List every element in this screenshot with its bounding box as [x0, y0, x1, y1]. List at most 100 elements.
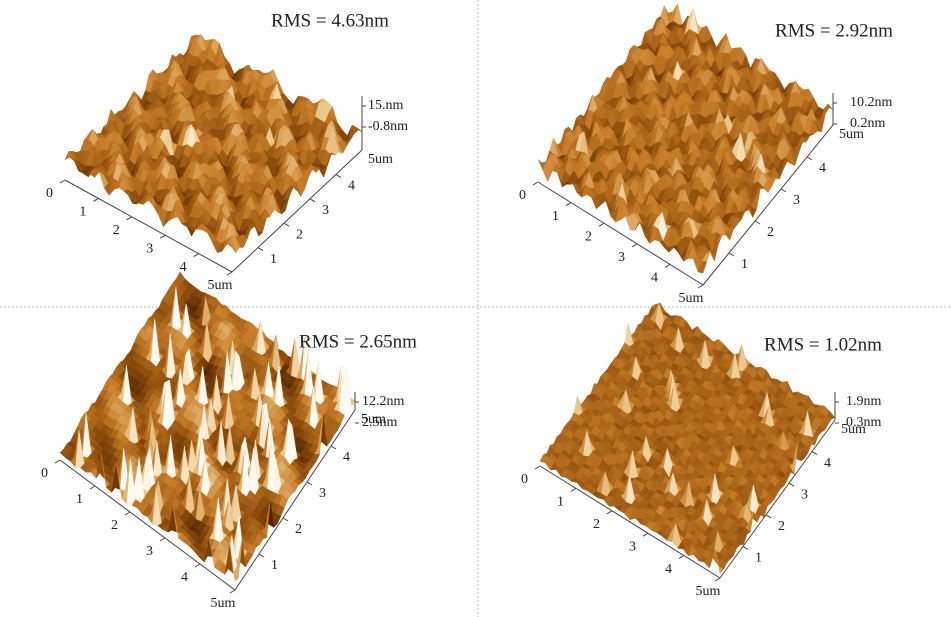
x-tick — [89, 485, 96, 490]
x-tick — [714, 577, 721, 582]
x-tick — [697, 284, 704, 289]
x-tick-label: 0 — [519, 188, 526, 203]
x-tick-label: 0 — [46, 186, 53, 201]
y-tick-label: 3 — [801, 487, 808, 502]
y-tick — [335, 173, 342, 178]
x-tick — [678, 555, 685, 560]
z-max-label: 12.2nm — [362, 394, 405, 409]
y-tick-label: 1 — [271, 558, 278, 573]
z-max-label: 1.9nm — [846, 394, 882, 409]
x-tick — [534, 465, 541, 470]
y-tick — [306, 481, 313, 486]
y-tick-label: 1 — [270, 252, 277, 267]
x-tick-label: 5um — [208, 278, 233, 293]
y-tick — [283, 222, 290, 227]
y-tick-label: 3 — [319, 486, 326, 501]
x-tick — [598, 222, 605, 227]
y-tick-label: 1 — [741, 257, 748, 272]
y-tick — [780, 188, 787, 193]
y-tick — [754, 220, 761, 225]
x-tick-label: 1 — [557, 495, 564, 510]
y-tick-label: 4 — [348, 179, 355, 194]
x-tick-label: 2 — [593, 517, 600, 532]
x-tick-label: 1 — [76, 492, 83, 507]
z-max-label: 15.nm — [368, 98, 404, 113]
x-tick-label: 0 — [521, 472, 528, 487]
y-tick-label: 4 — [343, 450, 350, 465]
x-tick-label: 3 — [618, 250, 625, 265]
x-tick-label: 5um — [211, 596, 236, 611]
y-tick — [728, 252, 735, 257]
x-tick-label: 3 — [146, 544, 153, 559]
x-tick — [59, 179, 66, 184]
y-tick — [282, 517, 289, 522]
z-base-label: 5um — [368, 152, 393, 167]
x-tick — [54, 459, 61, 464]
x-tick-label: 4 — [181, 570, 188, 585]
y-tick — [257, 247, 264, 252]
x-tick-label: 3 — [146, 241, 153, 256]
y-tick-label: 3 — [793, 193, 800, 208]
x-tick-label: 5um — [696, 584, 721, 599]
x-tick — [159, 234, 166, 239]
y-tick — [806, 156, 813, 161]
x-tick-label: 2 — [113, 223, 120, 238]
x-tick-label: 2 — [111, 518, 118, 533]
y-tick — [742, 545, 749, 550]
x-tick-label: 1 — [79, 205, 86, 220]
y-tick — [811, 451, 818, 456]
z-base-label: 5um — [841, 422, 866, 437]
y-tick-label: 2 — [295, 522, 302, 537]
z-max-label: 10.2nm — [850, 95, 893, 110]
x-tick — [631, 243, 638, 248]
z-mid-label: -0.8nm — [368, 119, 408, 134]
x-tick — [194, 563, 201, 568]
x-tick-label: 4 — [180, 260, 187, 275]
afm-panel: 0 1 2 3 4 5um 1 2 3 4 RMS = 4.63nm 15.nm -0.8nm 5um — [46, 10, 408, 293]
x-tick-label: 0 — [41, 466, 48, 481]
y-tick-label: 2 — [296, 227, 303, 242]
y-tick-label: 4 — [819, 161, 826, 176]
x-tick — [642, 532, 649, 537]
y-tick-label: 4 — [824, 456, 831, 471]
rms-label: RMS = 4.63nm — [271, 10, 389, 31]
rms-label: RMS = 2.65nm — [299, 331, 417, 352]
z-base-label: 5um — [839, 127, 864, 142]
x-tick — [532, 181, 539, 186]
x-tick-label: 2 — [585, 229, 592, 244]
y-tick-label: 1 — [755, 551, 762, 566]
x-tick — [226, 271, 233, 276]
x-tick-label: 1 — [552, 209, 559, 224]
x-tick — [570, 487, 577, 492]
x-axis — [64, 179, 233, 273]
x-tick — [606, 510, 613, 515]
y-tick — [309, 198, 316, 203]
x-tick-label: 3 — [629, 539, 636, 554]
y-tick — [765, 514, 772, 519]
x-tick — [193, 253, 199, 258]
x-tick — [126, 216, 133, 221]
x-tick-label: 4 — [651, 271, 658, 286]
y-axis — [231, 149, 363, 273]
y-tick — [788, 482, 795, 487]
x-tick — [664, 263, 671, 268]
x-tick — [124, 511, 131, 516]
y-tick — [258, 553, 265, 558]
y-tick-label: 2 — [778, 519, 785, 534]
x-tick — [159, 537, 166, 542]
y-tick — [330, 445, 337, 450]
x-tick — [565, 202, 572, 207]
z-base-label: 5um — [361, 412, 386, 427]
x-tick — [229, 589, 236, 594]
x-tick-label: 4 — [665, 562, 672, 577]
y-tick-label: 2 — [767, 225, 774, 240]
rms-label: RMS = 1.02nm — [764, 334, 882, 355]
surface-facet — [226, 235, 237, 253]
x-tick-label: 5um — [679, 291, 704, 306]
y-tick-label: 3 — [322, 203, 329, 218]
rms-label: RMS = 2.92nm — [775, 20, 893, 41]
